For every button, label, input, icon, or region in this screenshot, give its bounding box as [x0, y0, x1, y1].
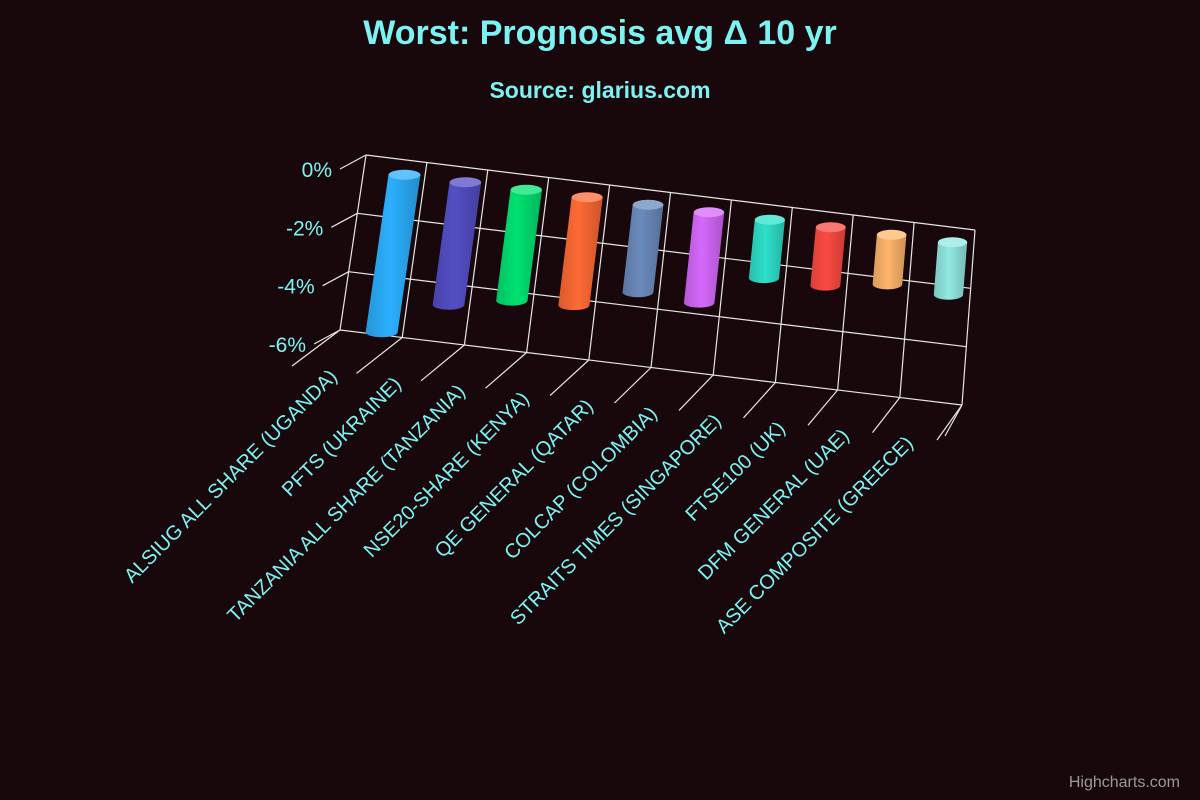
y-tick-label: -6% [269, 334, 306, 357]
x-tick-label: PFTS (UKRAINE) [278, 373, 406, 501]
x-gridline [588, 184, 611, 361]
bar-cap [937, 237, 968, 248]
x-floor-gridline [291, 329, 341, 367]
bar-body [872, 234, 907, 290]
x-gridline [401, 162, 428, 338]
x-floor-gridline [485, 352, 527, 389]
x-floor-gridline [549, 359, 590, 397]
bar-ase-composite-greece[interactable] [933, 237, 968, 300]
x-gridline [526, 177, 550, 353]
y-side-gridline [313, 329, 341, 345]
bar-cap [876, 229, 907, 240]
x-floor-gridline [807, 389, 839, 426]
x-gridline [650, 192, 672, 368]
y-side-gridline [331, 212, 358, 228]
bar-cap [449, 177, 482, 188]
x-axis: ALSIUG ALL SHARE (UGANDA)PFTS (UKRAINE)T… [120, 366, 918, 638]
chart-subtitle: Source: glarius.com [489, 77, 711, 103]
bar-body [432, 182, 482, 310]
bar-body [496, 189, 542, 306]
frame-edge [339, 154, 367, 331]
frame-edge [944, 404, 963, 437]
x-floor-gridline [743, 382, 776, 419]
y-tick-label: 0% [302, 159, 332, 182]
bar-cap [571, 192, 603, 203]
chart-title: Worst: Prognosis avg Δ 10 yr [363, 14, 837, 52]
x-gridline [899, 222, 915, 398]
y-tick-label: -2% [286, 217, 323, 240]
x-floor-gridline [872, 397, 901, 433]
bar-body [748, 219, 785, 284]
bar-body [683, 212, 725, 308]
chart-bars [365, 169, 968, 338]
x-gridline [463, 169, 489, 346]
bar-body [933, 242, 968, 300]
bar-alsiug-all-share-uganda[interactable] [365, 169, 421, 338]
bar-tanzania-all-share-tanzania[interactable] [496, 184, 542, 306]
y-side-gridline [339, 154, 367, 170]
bar-cap [632, 199, 664, 210]
bar-ftse100-uk[interactable] [810, 222, 846, 291]
bar-body [622, 204, 664, 298]
x-floor-gridline [420, 344, 465, 382]
frame-edge [961, 229, 976, 406]
bar-nse20-share-kenya[interactable] [558, 192, 603, 311]
y-tick-label: -4% [277, 276, 314, 299]
bar-cap [693, 207, 725, 218]
x-floor-gridline [678, 374, 714, 411]
credits-link[interactable]: Highcharts.com [1068, 774, 1180, 791]
y-side-gridline [322, 271, 349, 287]
bar-straits-times-singapore[interactable] [748, 214, 785, 284]
x-gridline [837, 214, 854, 391]
x-floor-gridline [356, 337, 403, 374]
bar-dfm-general-uae[interactable] [872, 229, 907, 290]
bar-body [810, 227, 846, 291]
bar-body [365, 174, 421, 338]
bar-qe-general-qatar[interactable] [622, 199, 664, 298]
bar-cap [510, 184, 542, 195]
bar-cap [754, 214, 785, 225]
bar-colcap-colombia[interactable] [683, 207, 725, 308]
bar-body [558, 197, 603, 311]
bar-cap [388, 169, 421, 180]
x-gridline [712, 199, 732, 376]
x-gridline [774, 207, 793, 383]
x-floor-gridline [936, 404, 963, 441]
bar-pfts-ukraine[interactable] [432, 177, 482, 310]
x-floor-gridline [614, 367, 652, 404]
bar-cap [815, 222, 846, 233]
y-axis: 0% -2% -4% -6% [269, 159, 332, 357]
